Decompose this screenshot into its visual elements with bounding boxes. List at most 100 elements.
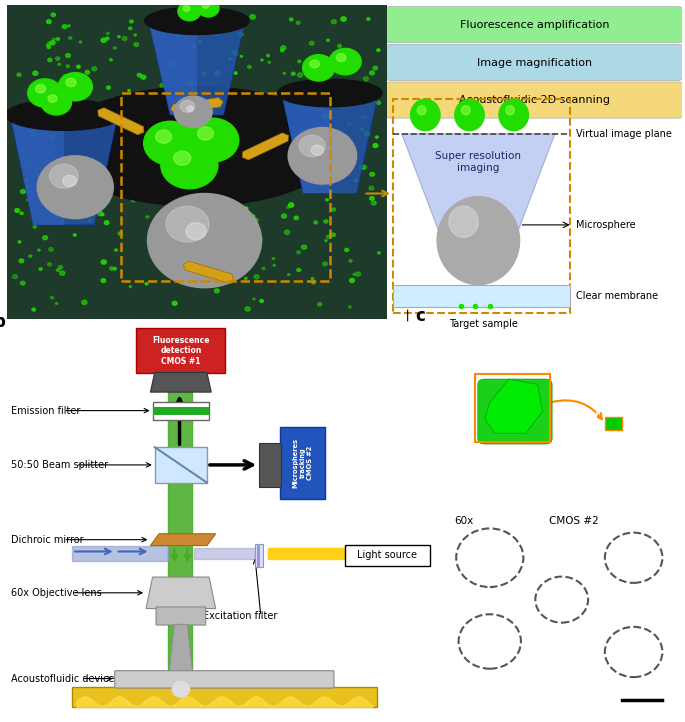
Circle shape <box>162 244 166 247</box>
Circle shape <box>324 219 328 223</box>
Circle shape <box>137 96 142 100</box>
Circle shape <box>145 283 148 285</box>
Polygon shape <box>401 134 555 250</box>
Polygon shape <box>282 96 377 193</box>
FancyBboxPatch shape <box>72 687 377 707</box>
Circle shape <box>297 97 301 100</box>
Circle shape <box>98 200 101 203</box>
Circle shape <box>179 156 182 159</box>
Circle shape <box>32 308 36 311</box>
Text: Dichroic mirror: Dichroic mirror <box>11 535 84 544</box>
Circle shape <box>349 279 354 282</box>
Circle shape <box>160 84 164 87</box>
Circle shape <box>174 31 179 35</box>
Circle shape <box>253 218 258 222</box>
Circle shape <box>290 96 293 99</box>
Circle shape <box>33 127 36 129</box>
Circle shape <box>118 35 120 38</box>
Circle shape <box>129 27 132 30</box>
Circle shape <box>178 2 201 21</box>
Circle shape <box>219 139 223 142</box>
Circle shape <box>17 73 21 77</box>
Circle shape <box>371 201 376 205</box>
Circle shape <box>367 18 370 20</box>
Circle shape <box>240 56 242 57</box>
Circle shape <box>183 200 186 202</box>
Circle shape <box>214 199 219 202</box>
Circle shape <box>32 134 36 137</box>
Circle shape <box>68 37 72 39</box>
Circle shape <box>338 86 342 90</box>
Circle shape <box>182 190 186 193</box>
Circle shape <box>12 274 18 279</box>
Circle shape <box>60 175 63 178</box>
Polygon shape <box>146 577 216 609</box>
Circle shape <box>329 48 361 75</box>
Circle shape <box>250 214 255 218</box>
Circle shape <box>172 62 176 66</box>
Circle shape <box>161 142 218 188</box>
Circle shape <box>114 249 117 251</box>
Circle shape <box>66 53 71 58</box>
FancyBboxPatch shape <box>386 6 683 43</box>
Circle shape <box>199 16 201 18</box>
Ellipse shape <box>145 7 249 35</box>
Circle shape <box>243 223 248 227</box>
Circle shape <box>360 165 364 170</box>
Circle shape <box>323 262 327 266</box>
Circle shape <box>259 97 263 101</box>
Circle shape <box>101 260 106 264</box>
Circle shape <box>58 64 61 66</box>
Circle shape <box>325 240 327 242</box>
Circle shape <box>32 133 34 136</box>
Text: b: b <box>0 313 5 331</box>
Circle shape <box>39 268 42 270</box>
Circle shape <box>28 162 32 165</box>
Circle shape <box>226 117 229 119</box>
Circle shape <box>147 149 150 152</box>
Circle shape <box>310 41 314 45</box>
FancyBboxPatch shape <box>0 0 395 326</box>
Circle shape <box>214 289 219 293</box>
Text: Fluorescence amplification: Fluorescence amplification <box>460 19 609 30</box>
Text: Emission filter: Emission filter <box>11 406 81 416</box>
Circle shape <box>49 248 53 251</box>
Circle shape <box>188 81 193 84</box>
Text: Target sample: Target sample <box>449 319 518 329</box>
Text: c: c <box>415 307 425 325</box>
Circle shape <box>234 72 237 74</box>
Circle shape <box>283 92 288 96</box>
Circle shape <box>72 161 75 163</box>
Circle shape <box>257 238 262 242</box>
Circle shape <box>326 235 331 239</box>
Polygon shape <box>11 118 64 225</box>
Circle shape <box>58 266 62 269</box>
Circle shape <box>361 129 364 131</box>
Circle shape <box>192 45 195 47</box>
Circle shape <box>21 282 25 285</box>
Circle shape <box>119 163 123 167</box>
Circle shape <box>201 181 203 183</box>
Circle shape <box>362 116 366 118</box>
Circle shape <box>214 31 219 35</box>
Circle shape <box>63 116 66 118</box>
Circle shape <box>310 60 319 68</box>
Circle shape <box>88 219 92 222</box>
Text: CMOS #1GFP: CMOS #1GFP <box>538 332 609 342</box>
Circle shape <box>282 189 286 192</box>
FancyBboxPatch shape <box>345 545 429 566</box>
Circle shape <box>295 163 301 168</box>
Circle shape <box>68 106 73 110</box>
Polygon shape <box>485 379 543 433</box>
Circle shape <box>82 300 87 305</box>
Circle shape <box>46 111 50 114</box>
Text: Virtual image plane: Virtual image plane <box>575 129 671 139</box>
Circle shape <box>347 166 351 169</box>
Circle shape <box>63 175 77 186</box>
Circle shape <box>134 43 138 46</box>
Circle shape <box>364 77 369 81</box>
Circle shape <box>353 273 356 275</box>
Text: Microspheres
tracking
CMOS #2: Microspheres tracking CMOS #2 <box>292 438 312 488</box>
Circle shape <box>18 241 21 243</box>
Circle shape <box>295 113 298 116</box>
